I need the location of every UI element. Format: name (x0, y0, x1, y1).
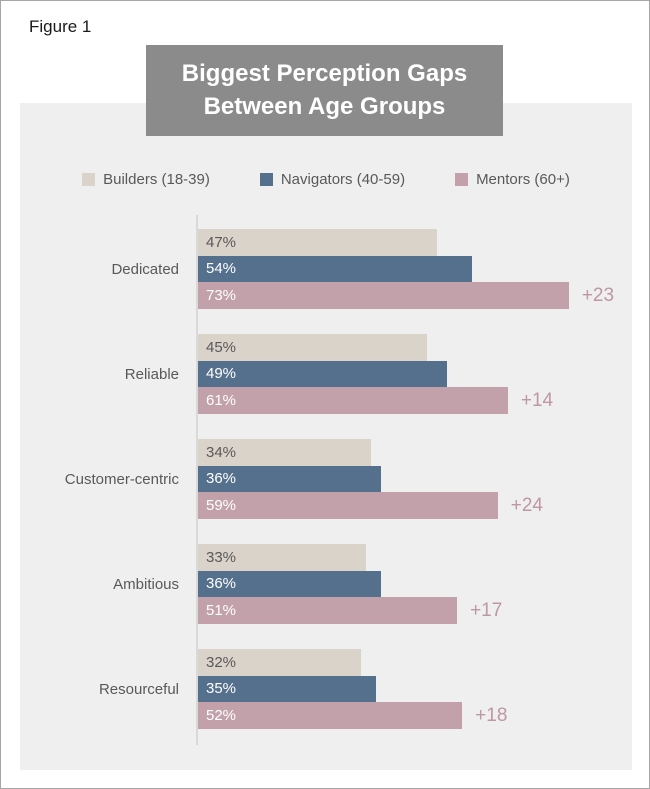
bar-value-label: 36% (206, 575, 237, 593)
bar-value-label: 51% (206, 602, 237, 620)
legend-label-builders: Builders (18-39) (103, 170, 210, 188)
category-label: Ambitious (113, 575, 179, 593)
bar-builders: 47% (198, 229, 437, 256)
bar-navigators: 36% (198, 570, 381, 598)
bar-value-label: 45% (206, 338, 237, 356)
bar-mentors: 61% +14 (198, 387, 553, 414)
legend-swatch-builders (82, 172, 96, 186)
bar-value-label: 59% (206, 497, 237, 515)
gap-annotation: +18 (475, 704, 508, 726)
figure-number-label: Figure 1 (29, 17, 92, 36)
bar-builders: 33% (198, 544, 366, 571)
chart-title-box: Biggest Perception Gaps Between Age Grou… (146, 45, 503, 136)
bar-stack: 45% 49% 61% +14 (198, 334, 553, 414)
bar-group-resourceful: Resourceful 32% 35% 52% +18 (1, 649, 649, 729)
bar-builders: 34% (198, 439, 371, 466)
legend-swatch-navigators (259, 172, 273, 186)
bar-builders: 45% (198, 334, 427, 361)
chart-title-line1: Biggest Perception Gaps (181, 60, 468, 88)
gap-annotation: +17 (470, 599, 503, 621)
bar-value-label: 49% (206, 365, 237, 383)
bar-value-label: 61% (206, 392, 237, 410)
legend-item-navigators: Navigators (40-59) (259, 170, 406, 188)
bar-stack: 32% 35% 52% +18 (198, 649, 507, 729)
category-label: Reliable (124, 365, 179, 383)
bar-value-label: 36% (206, 470, 237, 488)
bar-builders: 32% (198, 649, 361, 676)
bar-group-customer-centric: Customer-centric 34% 36% 59% +24 (1, 439, 649, 519)
bar-value-label: 34% (206, 443, 237, 461)
legend-swatch-mentors (455, 172, 469, 186)
legend-item-builders: Builders (18-39) (82, 171, 210, 188)
bar-value-label: 54% (206, 260, 237, 278)
bar-navigators: 49% (198, 360, 447, 388)
legend-item-mentors: Mentors (60+) (455, 171, 570, 188)
bar-group-reliable: Reliable 45% 49% 61% +14 (1, 334, 649, 414)
legend-label-mentors: Mentors (60+) (476, 170, 570, 188)
gap-annotation: +23 (581, 284, 615, 306)
category-label: Resourceful (98, 680, 179, 698)
bar-navigators: 35% (198, 675, 376, 703)
bar-value-label: 33% (206, 548, 237, 566)
bar-group-ambitious: Ambitious 33% 36% 51% +17 (1, 544, 649, 624)
bar-group-dedicated: Dedicated 47% 54% 73% +23 (1, 229, 649, 309)
category-label: Dedicated (111, 260, 179, 278)
bar-navigators: 36% (198, 465, 381, 493)
bar-value-label: 52% (206, 707, 237, 725)
bar-stack: 34% 36% 59% +24 (198, 439, 543, 519)
chart-legend: Builders (18-39) Navigators (40-59) Ment… (20, 166, 632, 192)
bar-mentors: 59% +24 (198, 492, 543, 519)
category-label: Customer-centric (64, 470, 179, 488)
bar-value-label: 73% (206, 287, 237, 305)
bar-value-label: 35% (206, 680, 237, 698)
gap-annotation: +24 (510, 494, 543, 516)
bar-value-label: 32% (206, 653, 237, 671)
bar-mentors: 73% +23 (198, 282, 614, 309)
bar-navigators: 54% (198, 255, 473, 283)
gap-annotation: +14 (520, 389, 554, 411)
category-axis-line (196, 215, 198, 745)
bar-mentors: 52% +18 (198, 702, 507, 729)
bar-value-label: 47% (206, 233, 237, 251)
bar-stack: 47% 54% 73% +23 (198, 229, 614, 309)
legend-label-navigators: Navigators (40-59) (280, 170, 406, 188)
bar-mentors: 51% +17 (198, 597, 502, 624)
bar-stack: 33% 36% 51% +17 (198, 544, 502, 624)
chart-title-line2: Between Age Groups (203, 92, 446, 120)
